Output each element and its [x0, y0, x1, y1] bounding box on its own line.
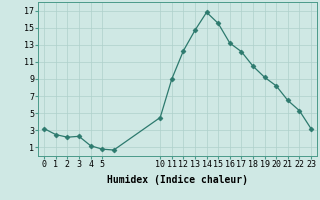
- X-axis label: Humidex (Indice chaleur): Humidex (Indice chaleur): [107, 175, 248, 185]
